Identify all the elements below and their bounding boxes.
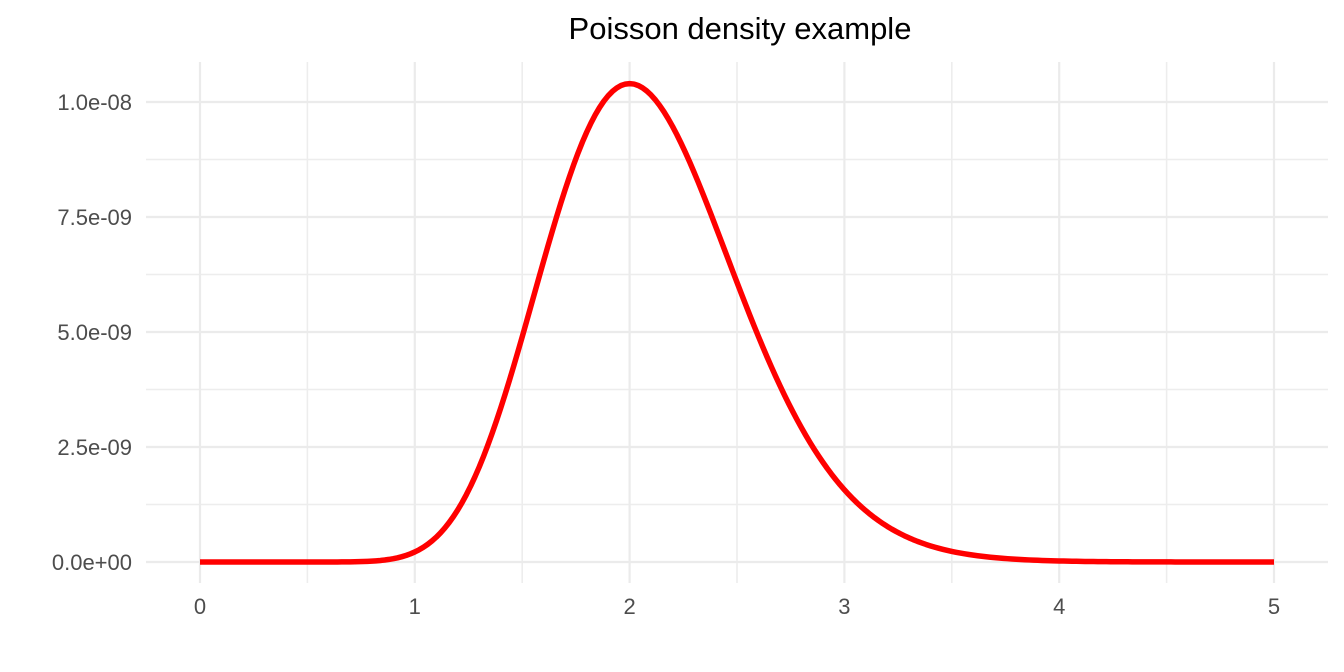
x-tick-label: 5	[1268, 594, 1280, 619]
curve-layer	[200, 80, 1274, 565]
y-tick-label: 0.0e+00	[52, 550, 132, 575]
chart-title: Poisson density example	[569, 11, 912, 46]
y-tick-label: 7.5e-09	[57, 205, 132, 230]
x-tick-label: 3	[838, 594, 850, 619]
axis-layer: 0 1 2 3 4 5 0.0e+00 2.5e-09 5.0e-09 7.5e-09 1.0e-0…	[52, 90, 1280, 619]
grid-minor-layer	[146, 62, 1328, 583]
x-tick-label: 1	[409, 594, 421, 619]
x-tick-label: 0	[194, 594, 206, 619]
x-tick-label: 2	[623, 594, 635, 619]
y-tick-label: 1.0e-08	[57, 90, 132, 115]
grid-major-layer	[146, 62, 1328, 583]
y-tick-label: 2.5e-09	[57, 435, 132, 460]
x-tick-label: 4	[1053, 594, 1065, 619]
y-tick-label: 5.0e-09	[57, 320, 132, 345]
density-curve	[200, 80, 1274, 565]
